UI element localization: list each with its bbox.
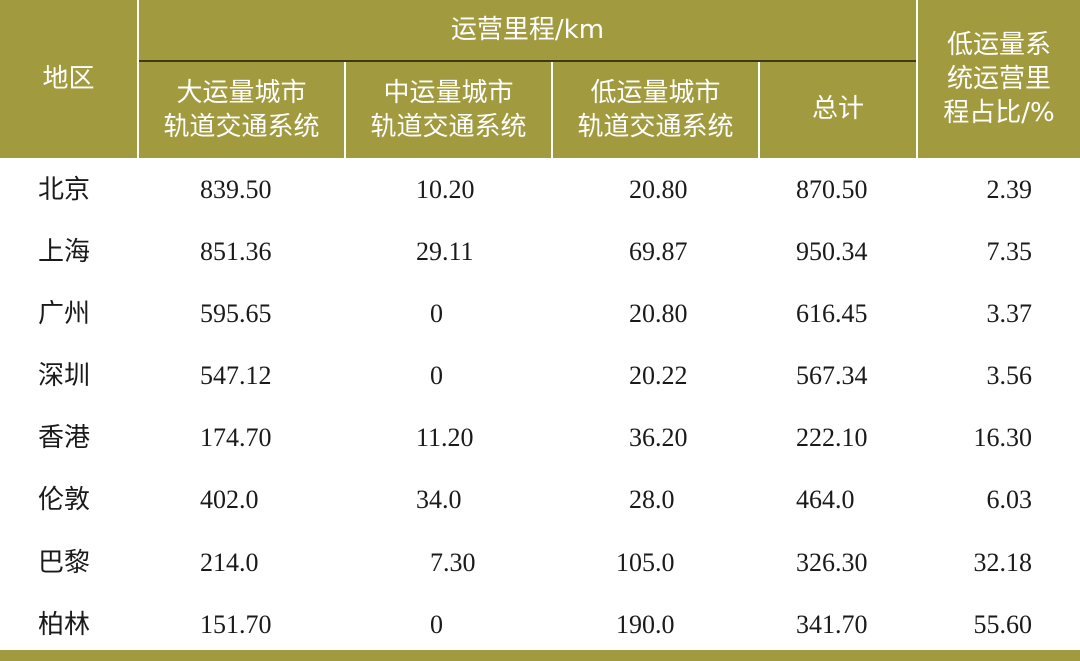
header-divider xyxy=(137,0,139,158)
group-underline xyxy=(139,60,916,62)
cell-ratio: 7.35 xyxy=(986,237,1033,266)
cell-region: 香港 xyxy=(38,423,91,453)
cell-total: 616.45 xyxy=(796,299,868,328)
cell-medium: 0 xyxy=(430,299,443,328)
cell-total: 567.34 xyxy=(796,361,868,390)
cell-region: 巴黎 xyxy=(38,548,91,578)
cell-large: 214.0 xyxy=(200,548,259,577)
header-total: 总计 xyxy=(811,94,864,124)
cell-large: 851.36 xyxy=(200,237,272,266)
cell-large: 174.70 xyxy=(200,423,272,452)
cell-region: 北京 xyxy=(38,175,91,205)
cell-total: 341.70 xyxy=(796,610,868,639)
cell-total: 326.30 xyxy=(796,548,868,577)
header-large-capacity: 大运量城市 轨道交通系统 xyxy=(139,76,344,144)
cell-large: 839.50 xyxy=(200,175,272,204)
cell-ratio: 3.56 xyxy=(986,361,1033,390)
cell-low: 20.80 xyxy=(629,299,688,328)
cell-total: 950.34 xyxy=(796,237,868,266)
cell-large: 547.12 xyxy=(200,361,272,390)
table-header xyxy=(0,0,1080,158)
header-divider xyxy=(551,62,553,158)
cell-medium: 34.0 xyxy=(416,485,462,514)
cell-low: 105.0 xyxy=(616,548,675,577)
header-low-ratio: 低运量系 统运营里 程占比/% xyxy=(918,28,1080,130)
cell-medium: 0 xyxy=(430,610,443,639)
header-low-capacity: 低运量城市 轨道交通系统 xyxy=(553,76,758,144)
cell-large: 151.70 xyxy=(200,610,272,639)
header-divider xyxy=(758,62,760,158)
header-group-mileage: 运营里程/km xyxy=(450,15,605,45)
cell-region: 上海 xyxy=(38,237,91,267)
cell-region: 深圳 xyxy=(38,361,91,391)
cell-low: 69.87 xyxy=(629,237,688,266)
header-region: 地区 xyxy=(42,64,95,94)
cell-large: 595.65 xyxy=(200,299,272,328)
cell-medium: 7.30 xyxy=(430,548,476,577)
cell-total: 464.0 xyxy=(796,485,855,514)
cell-region: 柏林 xyxy=(38,610,91,640)
table-bottom-rule xyxy=(0,650,1080,661)
header-ratio-line1: 低运量系 xyxy=(946,30,1051,60)
header-medium-capacity: 中运量城市 轨道交通系统 xyxy=(346,76,551,144)
cell-medium: 11.20 xyxy=(416,423,474,452)
header-medium-line2: 轨道交通系统 xyxy=(370,112,527,142)
cell-ratio: 16.30 xyxy=(973,423,1033,452)
header-divider xyxy=(344,62,346,158)
cell-total: 870.50 xyxy=(796,175,868,204)
cell-medium: 10.20 xyxy=(416,175,475,204)
cell-ratio: 3.37 xyxy=(986,299,1033,328)
cell-low: 20.80 xyxy=(629,175,688,204)
cell-ratio: 6.03 xyxy=(986,485,1033,514)
cell-low: 28.0 xyxy=(629,485,675,514)
cell-low: 20.22 xyxy=(629,361,688,390)
cell-ratio: 32.18 xyxy=(973,548,1033,577)
cell-low: 36.20 xyxy=(629,423,688,452)
cell-medium: 0 xyxy=(430,361,443,390)
header-low-line2: 轨道交通系统 xyxy=(577,112,734,142)
cell-large: 402.0 xyxy=(200,485,259,514)
header-large-line1: 大运量城市 xyxy=(176,78,307,108)
header-ratio-line2: 统运营里 xyxy=(946,64,1051,94)
cell-total: 222.10 xyxy=(796,423,868,452)
header-large-line2: 轨道交通系统 xyxy=(163,112,320,142)
cell-low: 190.0 xyxy=(616,610,675,639)
cell-ratio: 55.60 xyxy=(973,610,1033,639)
header-low-line1: 低运量城市 xyxy=(590,78,721,108)
header-ratio-line3: 程占比/% xyxy=(943,98,1055,128)
header-divider xyxy=(916,0,918,158)
cell-ratio: 2.39 xyxy=(986,175,1033,204)
cell-region: 广州 xyxy=(38,299,91,329)
cell-region: 伦敦 xyxy=(38,485,91,515)
header-medium-line1: 中运量城市 xyxy=(383,78,514,108)
cell-medium: 29.11 xyxy=(416,237,474,266)
